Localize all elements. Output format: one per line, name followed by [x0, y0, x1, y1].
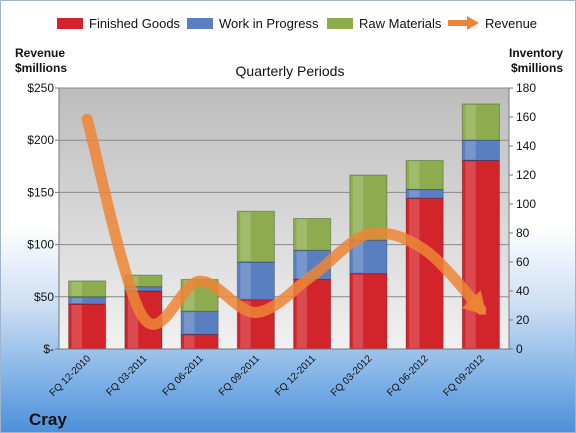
- bar-work-in-progress: [236, 261, 275, 301]
- legend-swatch-finished-goods: [57, 18, 83, 29]
- right-tick-label: 60: [516, 255, 530, 269]
- left-tick-label: $200: [27, 133, 54, 147]
- bar-highlight: [296, 219, 307, 250]
- right-tick-label: 140: [516, 139, 536, 153]
- bar-highlight: [71, 305, 82, 348]
- bar-highlight: [409, 199, 420, 348]
- left-axis-label-line2: $millions: [15, 61, 67, 75]
- bar-highlight: [184, 335, 195, 348]
- right-tick-label: 20: [516, 313, 530, 327]
- chart-title: Quarterly Periods: [236, 63, 345, 79]
- right-tick-label: 80: [516, 226, 530, 240]
- bar-highlight: [465, 161, 476, 348]
- right-tick-label: 40: [516, 284, 530, 298]
- legend-swatch-work-in-progress: [187, 18, 213, 29]
- x-tick-label: FQ 06-2011: [161, 353, 206, 398]
- x-tick-label: FQ 06-2012: [385, 353, 431, 399]
- bar-highlight: [296, 280, 307, 348]
- right-tick-label: 0: [516, 342, 523, 356]
- bar-finished-goods: [405, 197, 444, 350]
- x-tick-label: FQ 09-2011: [217, 353, 262, 398]
- bar-highlight: [184, 312, 195, 334]
- legend-arrow-icon: [467, 16, 479, 30]
- legend-label-finished-goods: Finished Goods: [89, 16, 181, 31]
- right-tick-label: 120: [516, 168, 536, 182]
- bar-highlight: [352, 241, 364, 273]
- bar-raw-materials: [405, 160, 444, 190]
- legend-swatch-raw-materials: [327, 18, 353, 29]
- legend-label-work-in-progress: Work in Progress: [219, 16, 319, 31]
- right-tick-label: 100: [516, 197, 536, 211]
- bar-raw-materials: [236, 210, 275, 263]
- x-tick-label: FQ 09-2012: [441, 353, 487, 399]
- bar-raw-materials: [68, 280, 107, 298]
- bar-finished-goods: [461, 160, 500, 350]
- bar-highlight: [71, 297, 82, 304]
- x-tick-label: FQ 03-2012: [329, 353, 375, 399]
- bar-highlight: [71, 281, 82, 296]
- right-axis-label-line2: $millions: [511, 61, 563, 75]
- x-tick-label: FQ 03-2011: [105, 353, 150, 398]
- bar-raw-materials: [461, 103, 500, 141]
- bar-highlight: [127, 292, 139, 348]
- left-tick-label: $100: [27, 238, 54, 252]
- revenue-arrowhead: [461, 290, 487, 316]
- legend-label-revenue: Revenue: [485, 16, 537, 31]
- bar-highlight: [240, 212, 251, 261]
- left-tick-label: $250: [27, 81, 54, 95]
- bar-highlight: [296, 251, 307, 279]
- left-tick-label: $50: [34, 290, 54, 304]
- x-tick-label: FQ 12-2011: [273, 353, 318, 398]
- bar-highlight: [352, 176, 364, 240]
- left-tick-label: $150: [27, 185, 54, 199]
- legend-label-raw-materials: Raw Materials: [359, 16, 442, 31]
- right-tick-label: 180: [516, 81, 536, 95]
- left-axis-label-line1: Revenue: [15, 46, 65, 60]
- bar-highlight: [240, 263, 251, 299]
- right-tick-label: 160: [516, 110, 536, 124]
- bar-highlight: [465, 104, 476, 140]
- revenue-line: [81, 113, 487, 330]
- bar-raw-materials: [293, 218, 332, 251]
- bar-highlight: [352, 274, 364, 348]
- right-axis-label-line1: Inventory: [509, 46, 563, 60]
- bar-highlight: [409, 161, 420, 189]
- bar-highlight: [465, 141, 476, 160]
- bar-highlight: [240, 300, 251, 348]
- company-name: Cray: [29, 410, 67, 429]
- x-tick-label: FQ 12-2010: [48, 353, 94, 399]
- left-tick-label: $-: [43, 342, 54, 356]
- bar-highlight: [409, 190, 420, 198]
- legend: Finished Goods Work in Progress Raw Mate…: [57, 16, 537, 31]
